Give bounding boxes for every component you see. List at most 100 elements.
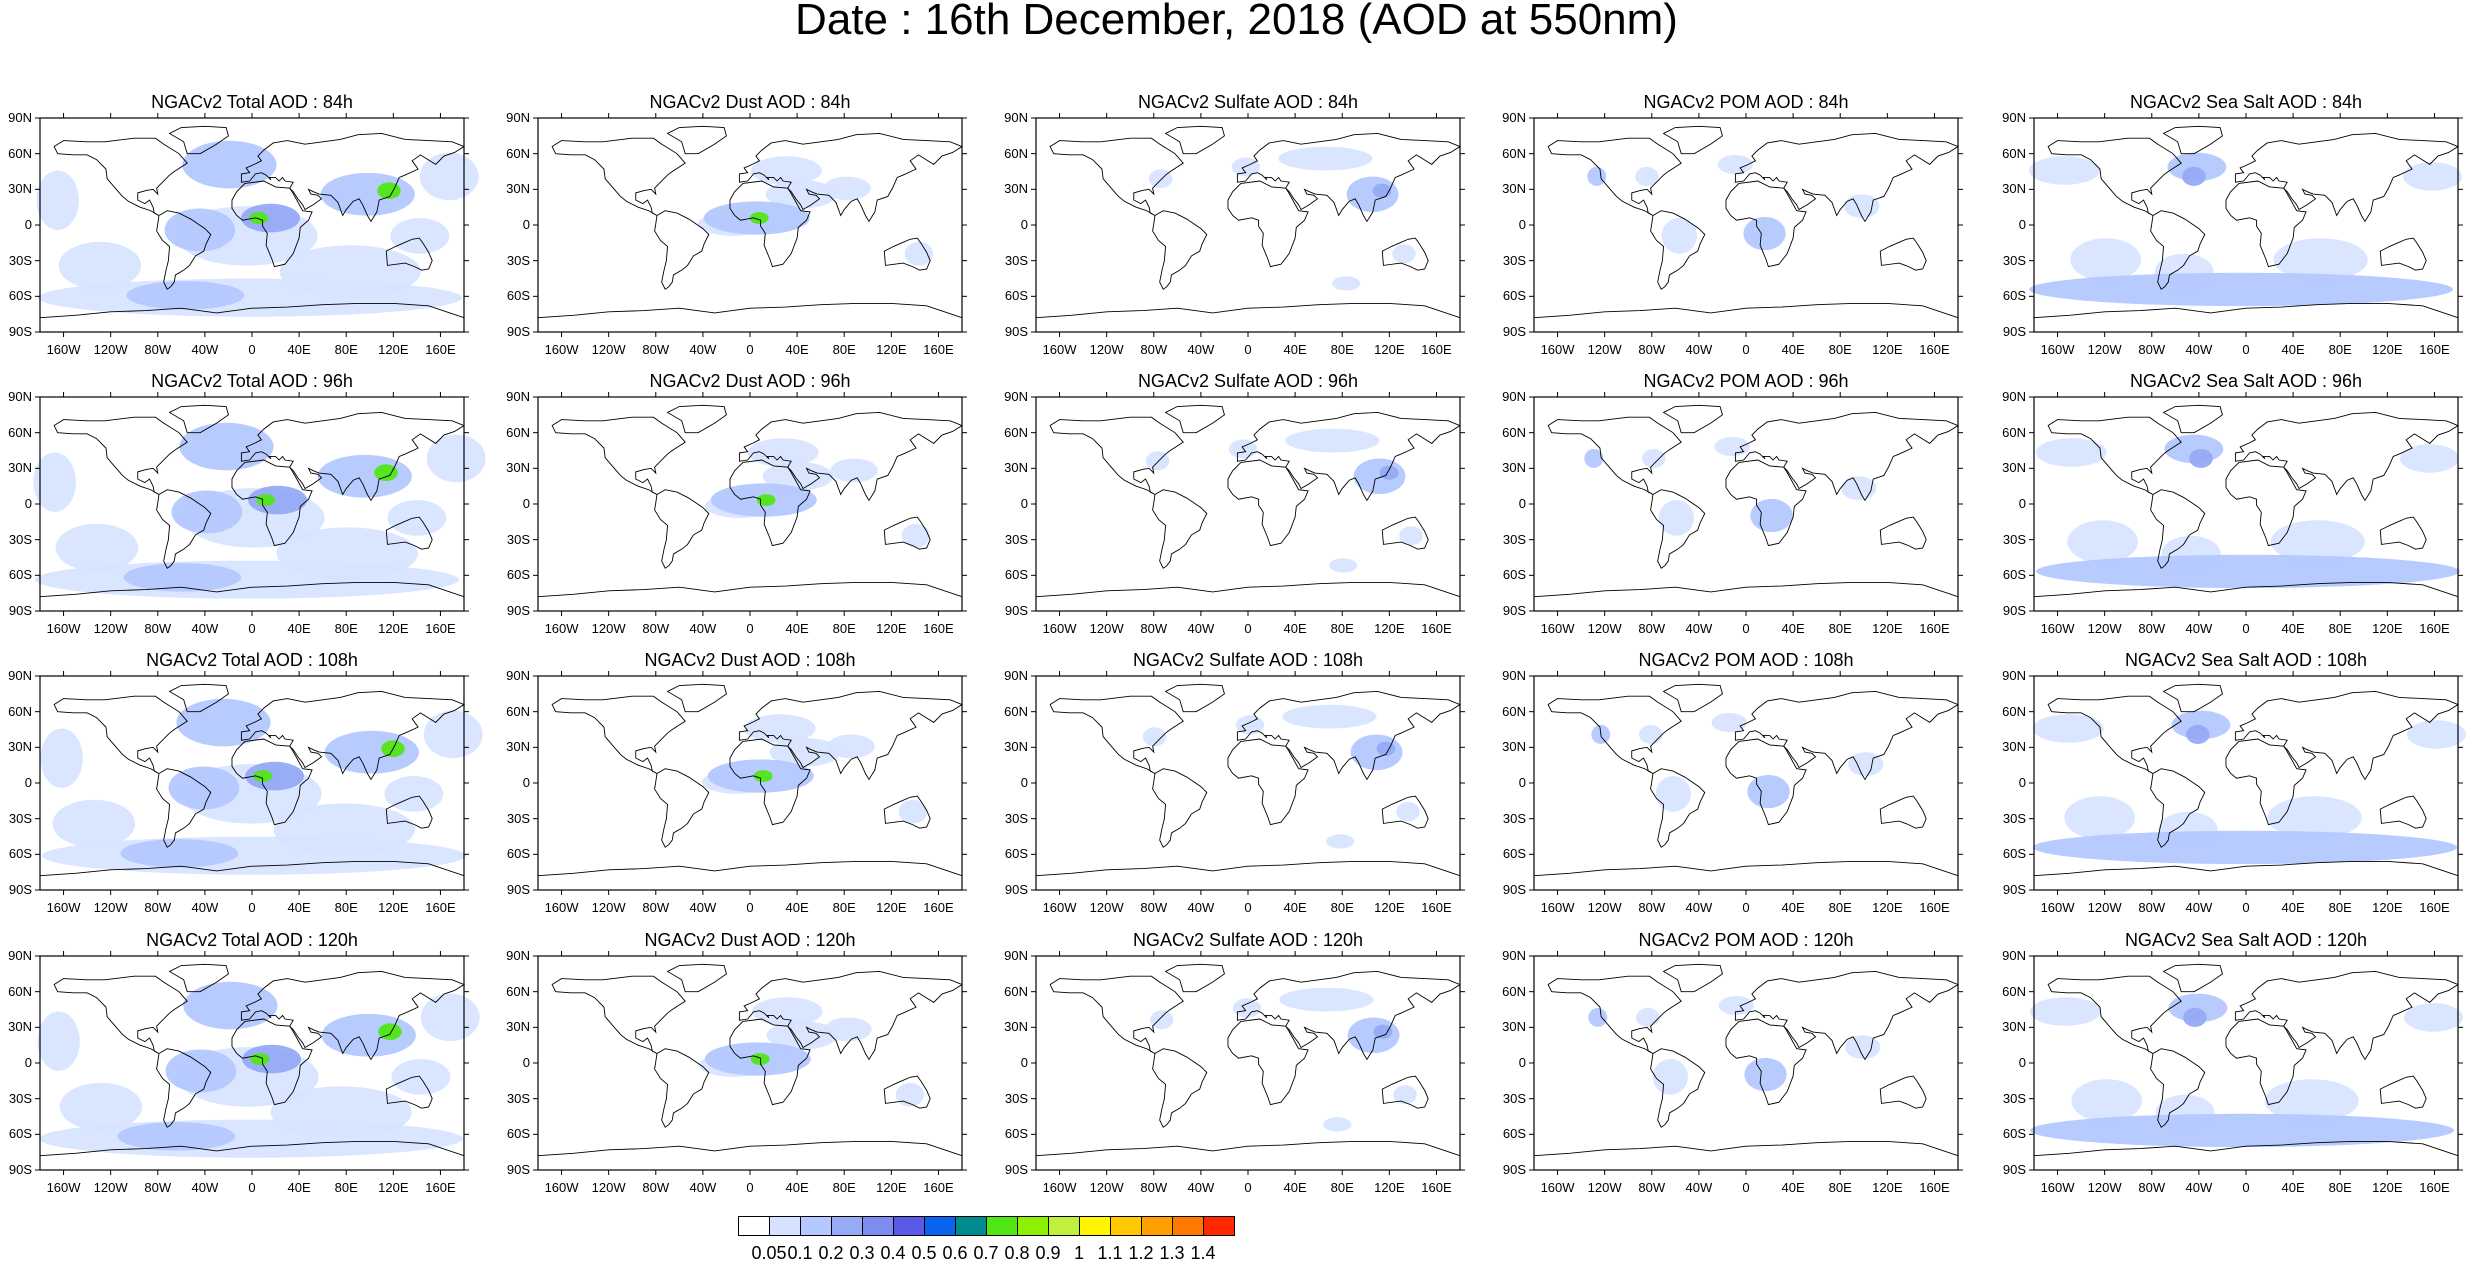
lon-tick-label: 120W xyxy=(93,900,128,915)
aerosol-field xyxy=(378,1023,402,1041)
coastline xyxy=(551,416,686,495)
coastline xyxy=(2225,459,2307,547)
coastline xyxy=(1725,1018,1807,1106)
panel-title: NGACv2 Sulfate AOD : 96h xyxy=(1137,371,1359,391)
lat-tick-label: 60S xyxy=(8,1126,32,1142)
lat-tick-label: 0 xyxy=(1518,1055,1526,1070)
lon-tick-label: 80E xyxy=(334,621,358,636)
coastline xyxy=(1164,404,1225,434)
coastline xyxy=(1533,303,1959,333)
coastline xyxy=(537,303,963,333)
lat-tick-label: 30S xyxy=(1004,810,1028,826)
aerosol-field xyxy=(2171,710,2231,740)
aerosol-field xyxy=(753,770,773,782)
coastline xyxy=(1879,237,1927,271)
lat-tick-label: 0 xyxy=(2018,217,2026,232)
lon-tick-label: 120W xyxy=(2087,900,2122,915)
lat-tick-label: 30N xyxy=(8,739,32,755)
lon-tick-label: 80W xyxy=(144,621,172,636)
lat-tick-label: 60S xyxy=(506,288,530,304)
lon-tick-label: 40E xyxy=(1781,900,1805,915)
lat-tick-label: 60N xyxy=(2002,424,2026,440)
lon-tick-label: 120E xyxy=(378,1180,409,1195)
lat-tick-label: 90N xyxy=(1502,110,1526,125)
aerosol-field xyxy=(1392,244,1416,264)
map-plot xyxy=(533,113,967,337)
coastline xyxy=(1547,137,1682,216)
map-frame xyxy=(1035,396,1461,612)
aerosol-field xyxy=(1149,1010,1174,1030)
coastline xyxy=(1650,210,1706,290)
coastline xyxy=(666,963,727,993)
lat-tick-label: 90N xyxy=(1502,389,1526,404)
lon-tick-label: 160W xyxy=(2040,342,2075,357)
aerosol-field xyxy=(176,698,271,747)
coastline xyxy=(1227,738,1309,826)
lon-tick-label: 80E xyxy=(1828,1180,1852,1195)
lon-tick-label: 160E xyxy=(425,1180,456,1195)
aerosol-field xyxy=(1642,448,1666,468)
lon-tick-label: 160E xyxy=(1421,342,1452,357)
coastline xyxy=(666,125,727,155)
coastline xyxy=(1725,738,1807,826)
aerosol-field xyxy=(1750,498,1793,533)
lat-tick-label: 0 xyxy=(522,775,530,790)
coastline xyxy=(883,795,931,829)
lon-tick-label: 160W xyxy=(544,621,579,636)
lat-tick-label: 30S xyxy=(8,810,32,826)
aerosol-field xyxy=(2030,1113,2454,1148)
lon-tick-label: 80E xyxy=(334,900,358,915)
lon-tick-label: 80E xyxy=(1828,900,1852,915)
coastline xyxy=(53,137,188,216)
panel-title: NGACv2 Dust AOD : 96h xyxy=(649,371,851,391)
lat-tick-label: 90N xyxy=(1502,668,1526,683)
coastline xyxy=(1236,971,1461,1061)
lat-tick-label: 30S xyxy=(2002,252,2026,268)
coastline xyxy=(537,861,963,891)
panel-title: NGACv2 POM AOD : 96h xyxy=(1643,371,1849,391)
page-title: Date : 16th December, 2018 (AOD at 550nm… xyxy=(795,0,1678,44)
lat-tick-label: 30S xyxy=(8,1090,32,1106)
lat-tick-label: 90S xyxy=(1004,882,1028,897)
map-plot xyxy=(35,951,480,1175)
lat-tick-label: 30N xyxy=(506,460,530,476)
lat-tick-label: 90N xyxy=(1004,389,1028,404)
coastline xyxy=(385,1075,433,1109)
aerosol-field xyxy=(901,523,931,548)
aerosol-field xyxy=(1718,996,1754,1016)
lat-tick-label: 60S xyxy=(1004,1126,1028,1142)
lon-tick-label: 40W xyxy=(1187,900,1215,915)
coastline xyxy=(1236,691,1461,781)
lon-tick-label: 80E xyxy=(334,342,358,357)
coastline xyxy=(666,683,727,713)
coastline xyxy=(1227,1018,1309,1106)
lat-tick-label: 30N xyxy=(2002,181,2026,197)
lon-tick-label: 80E xyxy=(1330,342,1354,357)
map-panel: NGACv2 Total AOD : 108h 90N 60N 30N 0 30S 60S 9… xyxy=(8,650,483,934)
panel-title: NGACv2 Dust AOD : 84h xyxy=(649,92,851,112)
map-plot xyxy=(35,671,483,895)
lon-tick-label: 80W xyxy=(2138,621,2166,636)
aerosol-field xyxy=(2404,1003,2463,1032)
coastline xyxy=(1227,459,1309,547)
lon-tick-label: 160W xyxy=(46,621,81,636)
coastline xyxy=(231,180,313,268)
lon-tick-label: 40E xyxy=(785,900,809,915)
aerosol-field xyxy=(756,494,776,506)
coastline xyxy=(729,738,811,826)
aerosol-field xyxy=(279,245,421,298)
lon-tick-label: 160W xyxy=(1042,900,1077,915)
lat-tick-label: 60N xyxy=(2002,145,2026,161)
lon-tick-label: 40E xyxy=(1781,342,1805,357)
colorbar-label: 0.1 xyxy=(787,1243,813,1263)
aerosol-field xyxy=(769,738,841,767)
lat-tick-label: 0 xyxy=(2018,1055,2026,1070)
lat-tick-label: 60S xyxy=(506,846,530,862)
lon-tick-label: 120W xyxy=(591,900,626,915)
coastline xyxy=(385,516,433,550)
map-plot xyxy=(35,113,479,337)
coastline xyxy=(1662,963,1723,993)
colorbar-swatch xyxy=(1079,1216,1111,1236)
coastline xyxy=(53,695,188,774)
lon-tick-label: 160W xyxy=(1042,1180,1077,1195)
